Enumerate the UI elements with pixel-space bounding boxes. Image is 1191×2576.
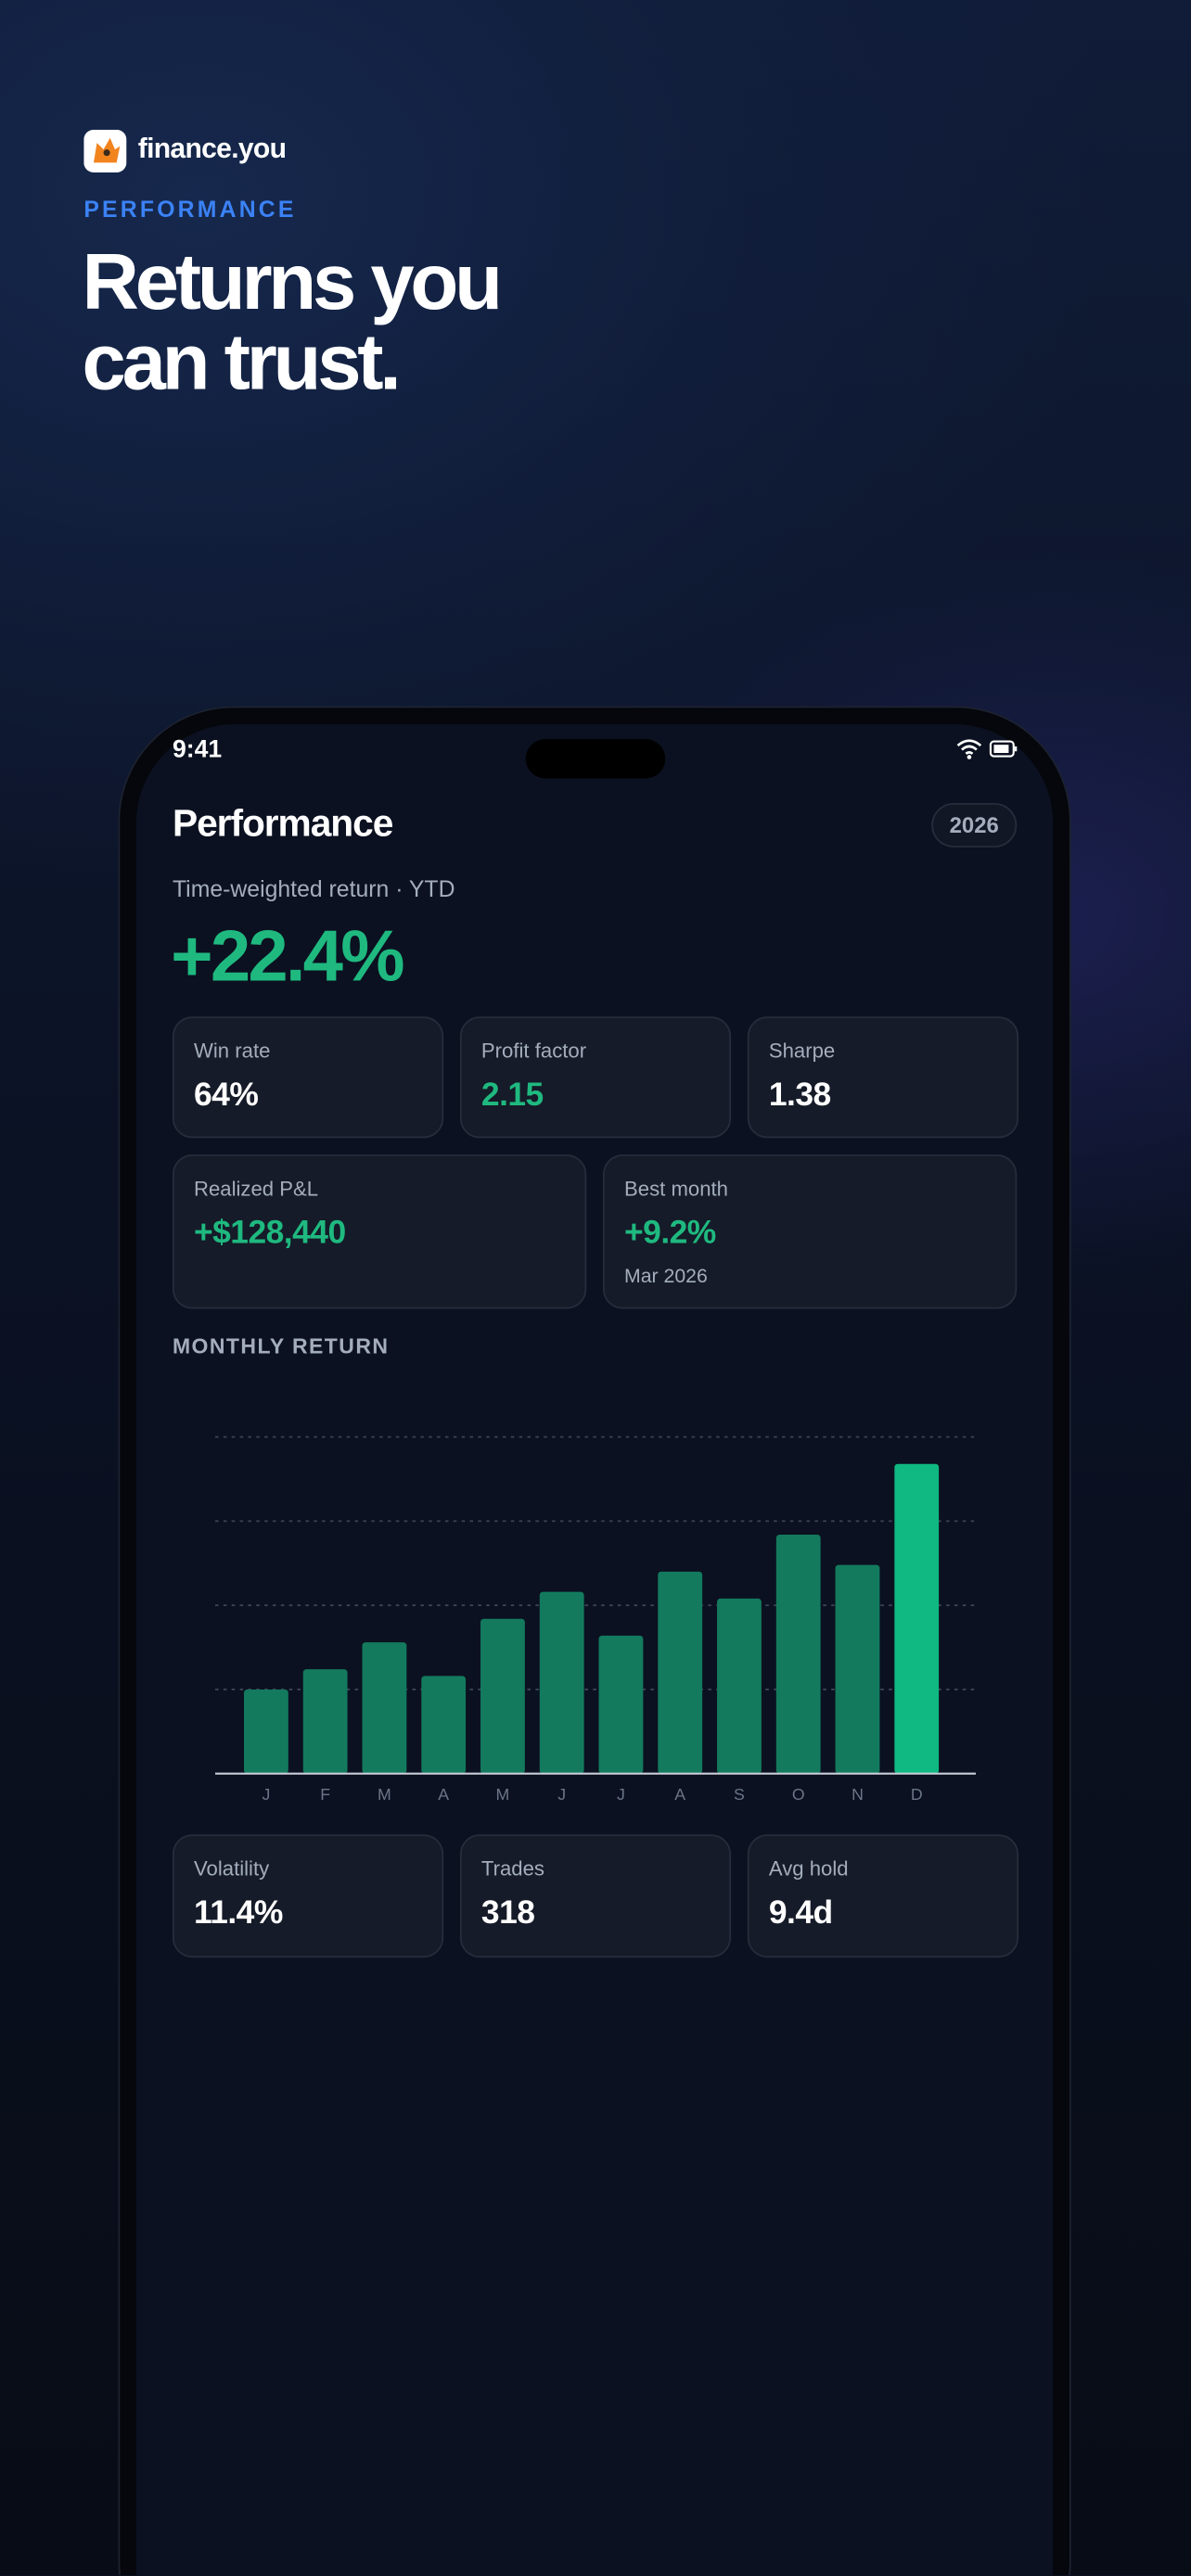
stat-card: Win rate 64%	[172, 1016, 444, 1139]
x-tick-label: S	[734, 1785, 745, 1804]
stat-card: Volatility 11.4%	[172, 1834, 444, 1958]
stat-label: Win rate	[193, 1039, 271, 1063]
stat-value: 2.15	[480, 1077, 544, 1114]
stat-card: Realized P&L +$128,440	[172, 1154, 587, 1309]
stat-card: Sharpe 1.38	[747, 1016, 1019, 1139]
bar	[717, 1598, 762, 1774]
stat-card: Profit factor 2.15	[459, 1016, 732, 1139]
x-tick-label: M	[378, 1785, 391, 1804]
bar	[243, 1689, 288, 1774]
eyebrow: PERFORMANCE	[83, 195, 297, 223]
bar	[775, 1534, 821, 1774]
bar	[480, 1618, 525, 1774]
stat-label: Avg hold	[768, 1857, 849, 1881]
dynamic-island	[525, 738, 666, 779]
stat-card: Avg hold 9.4d	[747, 1834, 1019, 1958]
bar	[302, 1669, 348, 1774]
stat-value: +9.2%	[623, 1215, 716, 1252]
bar	[421, 1676, 467, 1774]
year-pill[interactable]: 2026	[931, 803, 1018, 848]
x-tick-label: N	[852, 1785, 864, 1804]
bar	[362, 1642, 407, 1774]
status-icons	[956, 739, 1018, 759]
stat-card: Best month +9.2% Mar 2026	[602, 1154, 1018, 1309]
headline-line: can trust.	[82, 320, 402, 408]
stat-value: 9.4d	[768, 1894, 833, 1932]
x-tick-label: J	[557, 1785, 566, 1804]
headline-line: Returns you	[82, 239, 503, 327]
stat-card: Trades 318	[459, 1834, 732, 1958]
stat-value: 11.4%	[193, 1894, 283, 1932]
stat-value: 318	[480, 1894, 535, 1932]
x-tick-label: F	[320, 1785, 330, 1804]
subtitle: Time-weighted return · YTD	[172, 874, 455, 902]
x-tick-label: D	[911, 1785, 923, 1804]
app-logo	[83, 129, 127, 172]
status-time: 9:41	[172, 735, 223, 764]
headline: Returns you can trust.	[82, 239, 503, 408]
x-tick-label: J	[262, 1785, 270, 1804]
x-tick-label: O	[792, 1785, 805, 1804]
stat-value: +$128,440	[193, 1215, 346, 1252]
stat-label: Realized P&L	[193, 1177, 319, 1201]
bar	[658, 1571, 703, 1774]
total-return: +22.4%	[171, 916, 404, 998]
stat-label: Volatility	[193, 1857, 270, 1881]
stat-label: Profit factor	[480, 1039, 587, 1063]
bar	[598, 1635, 644, 1774]
x-tick-label: A	[438, 1785, 449, 1804]
x-tick-label: A	[674, 1785, 685, 1804]
bar	[539, 1591, 584, 1774]
x-tick-label: M	[496, 1785, 510, 1804]
brand: finance.you	[137, 133, 287, 165]
stat-note: Mar 2026	[623, 1264, 708, 1288]
x-tick-label: J	[617, 1785, 625, 1804]
chart-title: MONTHLY RETURN	[172, 1333, 390, 1358]
bar	[835, 1564, 880, 1774]
bar	[894, 1463, 940, 1774]
stat-label: Trades	[480, 1857, 545, 1881]
stat-label: Sharpe	[768, 1039, 836, 1063]
screen-title: Performance	[172, 801, 393, 845]
stat-label: Best month	[623, 1177, 728, 1201]
stat-value: 64%	[193, 1077, 259, 1114]
stat-value: 1.38	[768, 1077, 831, 1114]
